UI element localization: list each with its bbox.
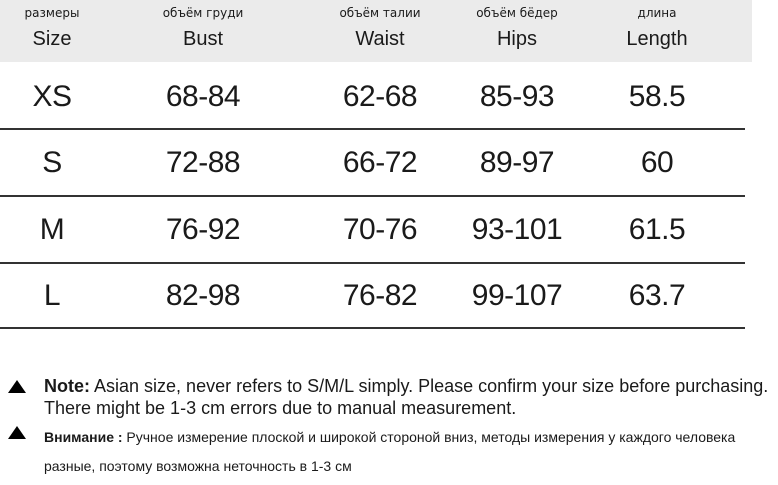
header-ru: объём талии xyxy=(339,6,421,20)
table-cell: 66-72 xyxy=(342,146,418,179)
table-cell: 76-82 xyxy=(342,279,418,312)
note: Note: Asian size, never refers to S/M/L … xyxy=(44,375,769,419)
table-cell: 70-76 xyxy=(342,213,418,246)
table-cell: 89-97 xyxy=(479,146,555,179)
row-divider xyxy=(0,128,745,130)
header-ru: объём груди xyxy=(162,6,244,20)
note-text: Ручное измерение плоской и широкой сторо… xyxy=(44,429,736,474)
table-cell: 85-93 xyxy=(479,80,555,113)
table-cell: 63.7 xyxy=(628,279,686,312)
header-en: Bust xyxy=(182,28,224,50)
table-cell: 82-98 xyxy=(165,279,241,312)
table-cell: 58.5 xyxy=(628,80,686,113)
note-label: Note: xyxy=(44,376,90,396)
header-ru: размеры xyxy=(24,6,80,20)
note-label: Внимание : xyxy=(44,429,123,445)
note: Внимание : Ручное измерение плоской и ши… xyxy=(44,423,764,481)
table-cell: 99-107 xyxy=(471,279,563,312)
table-cell: 62-68 xyxy=(342,80,418,113)
table-cell: 72-88 xyxy=(165,146,241,179)
header-band xyxy=(0,0,752,62)
row-divider xyxy=(0,195,745,197)
row-divider xyxy=(0,262,745,264)
header-en: Size xyxy=(32,28,72,50)
bullet-icon xyxy=(8,380,26,393)
table-cell: 68-84 xyxy=(165,80,241,113)
header-en: Length xyxy=(626,28,688,50)
table-cell: 76-92 xyxy=(165,213,241,246)
table-cell: 60 xyxy=(640,146,674,179)
header-en: Hips xyxy=(496,28,537,50)
header-en: Waist xyxy=(355,28,405,50)
table-cell: S xyxy=(42,146,62,179)
table-cell: 61.5 xyxy=(628,213,686,246)
header-ru: длина xyxy=(637,6,677,20)
table-cell: 93-101 xyxy=(471,213,563,246)
row-divider xyxy=(0,327,745,329)
table-cell: L xyxy=(43,279,61,312)
table-cell: XS xyxy=(32,80,72,113)
table-cell: M xyxy=(39,213,65,246)
note-text: Asian size, never refers to S/M/L simply… xyxy=(44,376,769,418)
bullet-icon xyxy=(8,426,26,439)
header-ru: объём бёдер xyxy=(476,6,558,20)
